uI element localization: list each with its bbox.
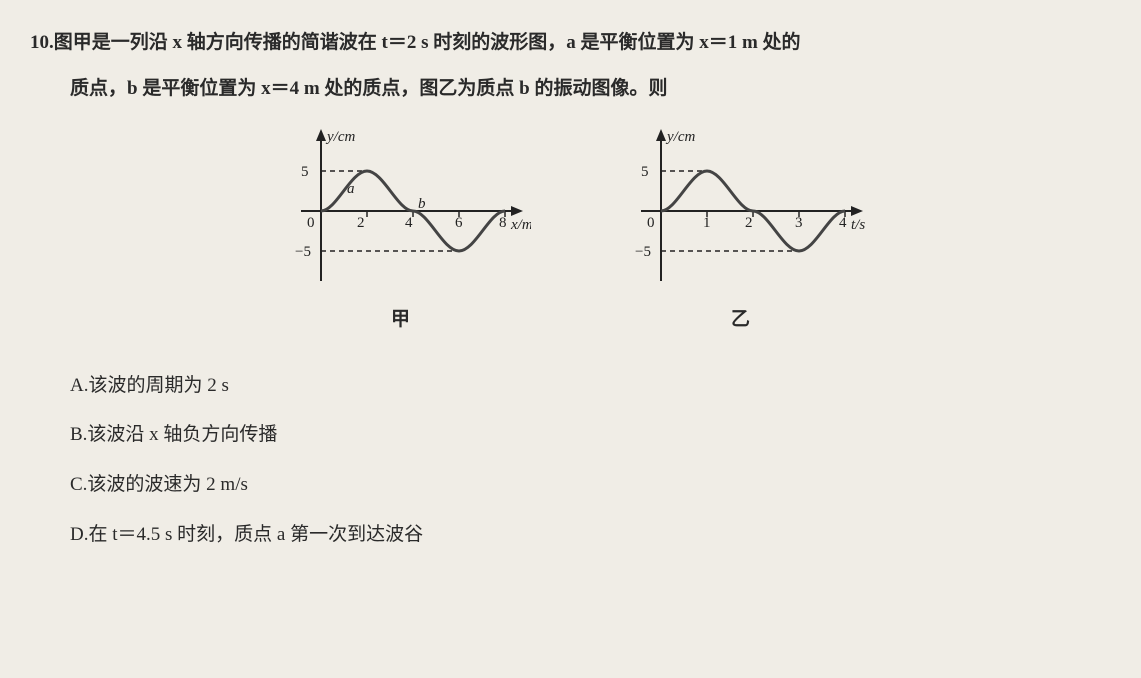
option-c: C.该波的波速为 2 m/s (70, 462, 1111, 508)
figures-row: y/cm 5 −5 0 2 4 6 8 x/m a b 甲 (30, 121, 1111, 343)
amp-pos: 5 (301, 164, 309, 180)
origin-label: 0 (647, 215, 655, 231)
xtick-2: 2 (357, 215, 365, 231)
question-number: 10. (30, 32, 54, 53)
y-axis-label: y/cm (665, 129, 695, 145)
origin-label: 0 (307, 215, 315, 231)
ttick-4: 4 (839, 215, 847, 231)
t-axis-label: t/s (851, 217, 865, 233)
options-block: A.该波的周期为 2 s B.该波沿 x 轴负方向传播 C.该波的波速为 2 m… (30, 363, 1111, 557)
question-line-1: 10.图甲是一列沿 x 轴方向传播的简谐波在 t＝2 s 时刻的波形图，a 是平… (30, 20, 1111, 66)
oscillation-chart: y/cm 5 −5 0 1 2 3 4 t/s (611, 121, 871, 291)
figure-yi: y/cm 5 −5 0 1 2 3 4 t/s 乙 (611, 121, 871, 343)
option-b: B.该波沿 x 轴负方向传播 (70, 412, 1111, 458)
figure-yi-label: 乙 (611, 297, 871, 343)
figure-jia: y/cm 5 −5 0 2 4 6 8 x/m a b 甲 (271, 121, 531, 343)
figure-jia-label: 甲 (271, 297, 531, 343)
amp-neg: −5 (295, 244, 311, 260)
ttick-2: 2 (745, 215, 753, 231)
waveform-chart: y/cm 5 −5 0 2 4 6 8 x/m a b (271, 121, 531, 291)
amp-pos: 5 (641, 164, 649, 180)
xtick-8: 8 (499, 215, 507, 231)
option-d: D.在 t＝4.5 s 时刻，质点 a 第一次到达波谷 (70, 512, 1111, 558)
question-line-2: 质点，b 是平衡位置为 x＝4 m 处的质点，图乙为质点 b 的振动图像。则 (30, 66, 1111, 112)
point-a-label: a (347, 181, 355, 197)
ttick-1: 1 (703, 215, 711, 231)
point-b-label: b (418, 196, 426, 212)
xtick-4: 4 (405, 215, 413, 231)
amp-neg: −5 (635, 244, 651, 260)
ttick-3: 3 (795, 215, 803, 231)
x-axis-label: x/m (510, 217, 531, 233)
option-a: A.该波的周期为 2 s (70, 363, 1111, 409)
xtick-6: 6 (455, 215, 463, 231)
y-axis-label: y/cm (325, 129, 355, 145)
